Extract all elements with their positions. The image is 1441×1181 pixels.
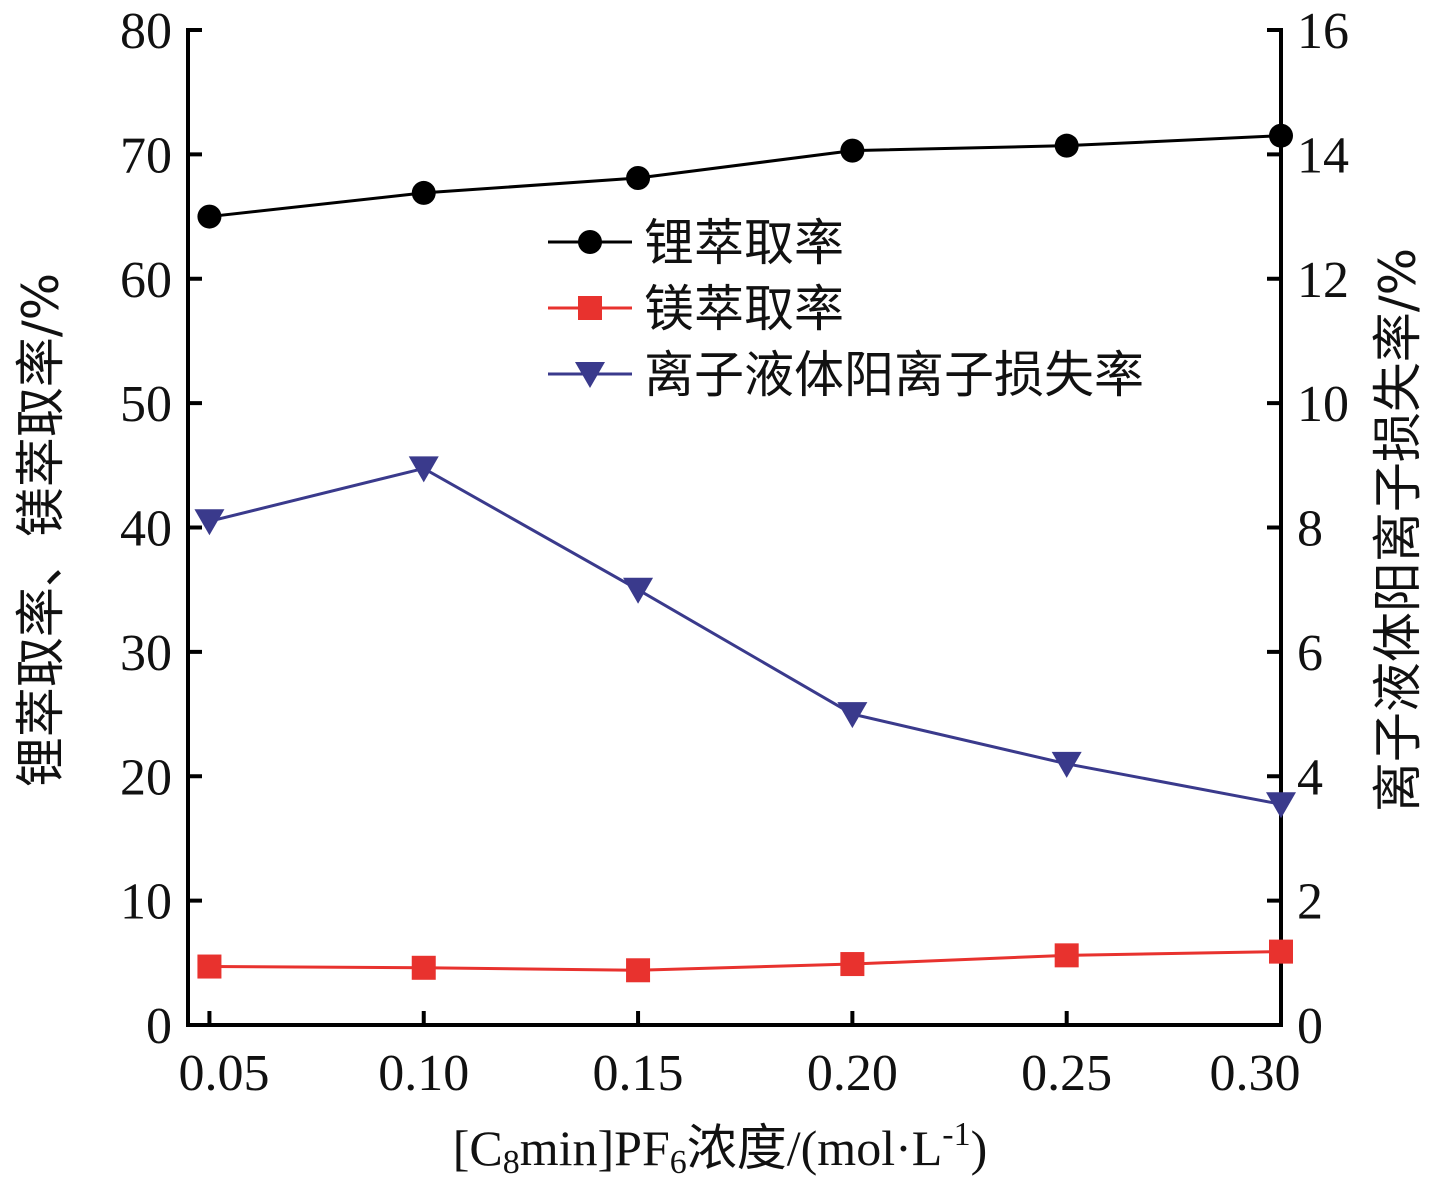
series-layer — [194, 123, 1296, 983]
data-point — [840, 952, 865, 977]
right-tick-label: 10 — [1297, 376, 1349, 433]
left-tick-label: 60 — [120, 252, 172, 309]
x-tick-label: 0.20 — [807, 1045, 898, 1102]
left-tick-label: 40 — [120, 501, 172, 558]
legend-label: 锂萃取率 — [644, 214, 844, 272]
right-tick-label: 6 — [1297, 625, 1323, 682]
left-tick-label: 30 — [120, 625, 172, 682]
data-point — [837, 702, 868, 729]
x-tick-label: 0.15 — [593, 1045, 684, 1102]
legend-marker — [575, 362, 605, 388]
right-tick-label: 2 — [1297, 874, 1323, 931]
axes — [186, 28, 1283, 1027]
right-axis-ticks: 0 2 4 6 8 10 12 14 16 — [1267, 3, 1349, 1055]
series-line — [209, 466, 1282, 806]
x-axis-ticks: 0.05 0.10 0.15 0.20 0.25 0.30 — [179, 1011, 1301, 1102]
legend-label: 离子液体阳离子损失率 — [644, 346, 1144, 404]
right-tick-label: 12 — [1297, 252, 1349, 309]
left-axis-title: 锂萃取率、镁萃取率/% — [12, 273, 70, 787]
right-tick-label: 0 — [1297, 998, 1323, 1055]
data-point — [197, 204, 222, 229]
series-line — [209, 134, 1282, 219]
left-axis-ticks: 0 10 20 30 40 50 60 70 80 — [120, 3, 202, 1055]
left-tick-label: 10 — [120, 874, 172, 931]
right-tick-label: 4 — [1297, 749, 1323, 806]
left-tick-label: 80 — [120, 3, 172, 60]
legend-item-cation-loss: 离子液体阳离子损失率 — [548, 346, 1144, 404]
data-point — [1266, 792, 1296, 819]
data-point — [840, 138, 865, 163]
x-axis-title-cn: 浓度 — [687, 1119, 787, 1177]
data-point — [411, 955, 436, 980]
right-tick-label: 8 — [1297, 501, 1323, 558]
x-axis-title: [C8min]PF6浓度/(mol·L-1) — [453, 1116, 988, 1181]
data-point — [194, 509, 225, 536]
data-point — [1269, 939, 1293, 964]
x-axis-title-sup: -1 — [942, 1116, 970, 1153]
data-point — [197, 954, 222, 979]
legend-marker — [578, 296, 602, 320]
left-tick-label: 0 — [146, 998, 172, 1055]
x-axis-title-mid: min]PF — [520, 1120, 670, 1176]
data-point — [411, 180, 436, 205]
series-magnesium-extraction — [197, 939, 1293, 983]
x-tick-label: 0.10 — [378, 1045, 469, 1102]
legend-marker — [578, 230, 602, 254]
data-point — [626, 166, 651, 191]
x-axis-title-unit-open: /(mol·L — [787, 1120, 943, 1176]
legend-item-lithium-extraction: 锂萃取率 — [548, 214, 844, 272]
x-axis-title-prefix: [C — [453, 1120, 503, 1176]
series-lithium-extraction — [197, 123, 1293, 229]
x-tick-label: 0.05 — [179, 1045, 270, 1102]
x-axis-title-unit-close: ) — [971, 1120, 988, 1176]
data-point — [408, 456, 439, 483]
x-axis-title-sub1: 8 — [503, 1144, 520, 1181]
legend-label: 镁萃取率 — [644, 280, 844, 338]
x-axis-title-sub2: 6 — [670, 1144, 687, 1181]
left-tick-label: 50 — [120, 376, 172, 433]
series-line — [209, 950, 1282, 972]
right-axis-title: 离子液体阳离子损失率/% — [1369, 248, 1427, 812]
legend-item-magnesium-extraction: 镁萃取率 — [548, 280, 844, 338]
left-tick-label: 70 — [120, 127, 172, 184]
data-point — [623, 577, 654, 604]
x-tick-label: 0.30 — [1210, 1045, 1301, 1102]
data-point — [1051, 751, 1082, 778]
series-cation-loss — [194, 456, 1296, 819]
data-point — [1054, 133, 1079, 158]
right-tick-label: 14 — [1297, 127, 1349, 184]
left-tick-label: 20 — [120, 749, 172, 806]
x-tick-label: 0.25 — [1021, 1045, 1112, 1102]
data-point — [1054, 943, 1079, 968]
data-point — [626, 958, 651, 983]
right-tick-label: 16 — [1297, 3, 1349, 60]
data-point — [1269, 123, 1293, 148]
